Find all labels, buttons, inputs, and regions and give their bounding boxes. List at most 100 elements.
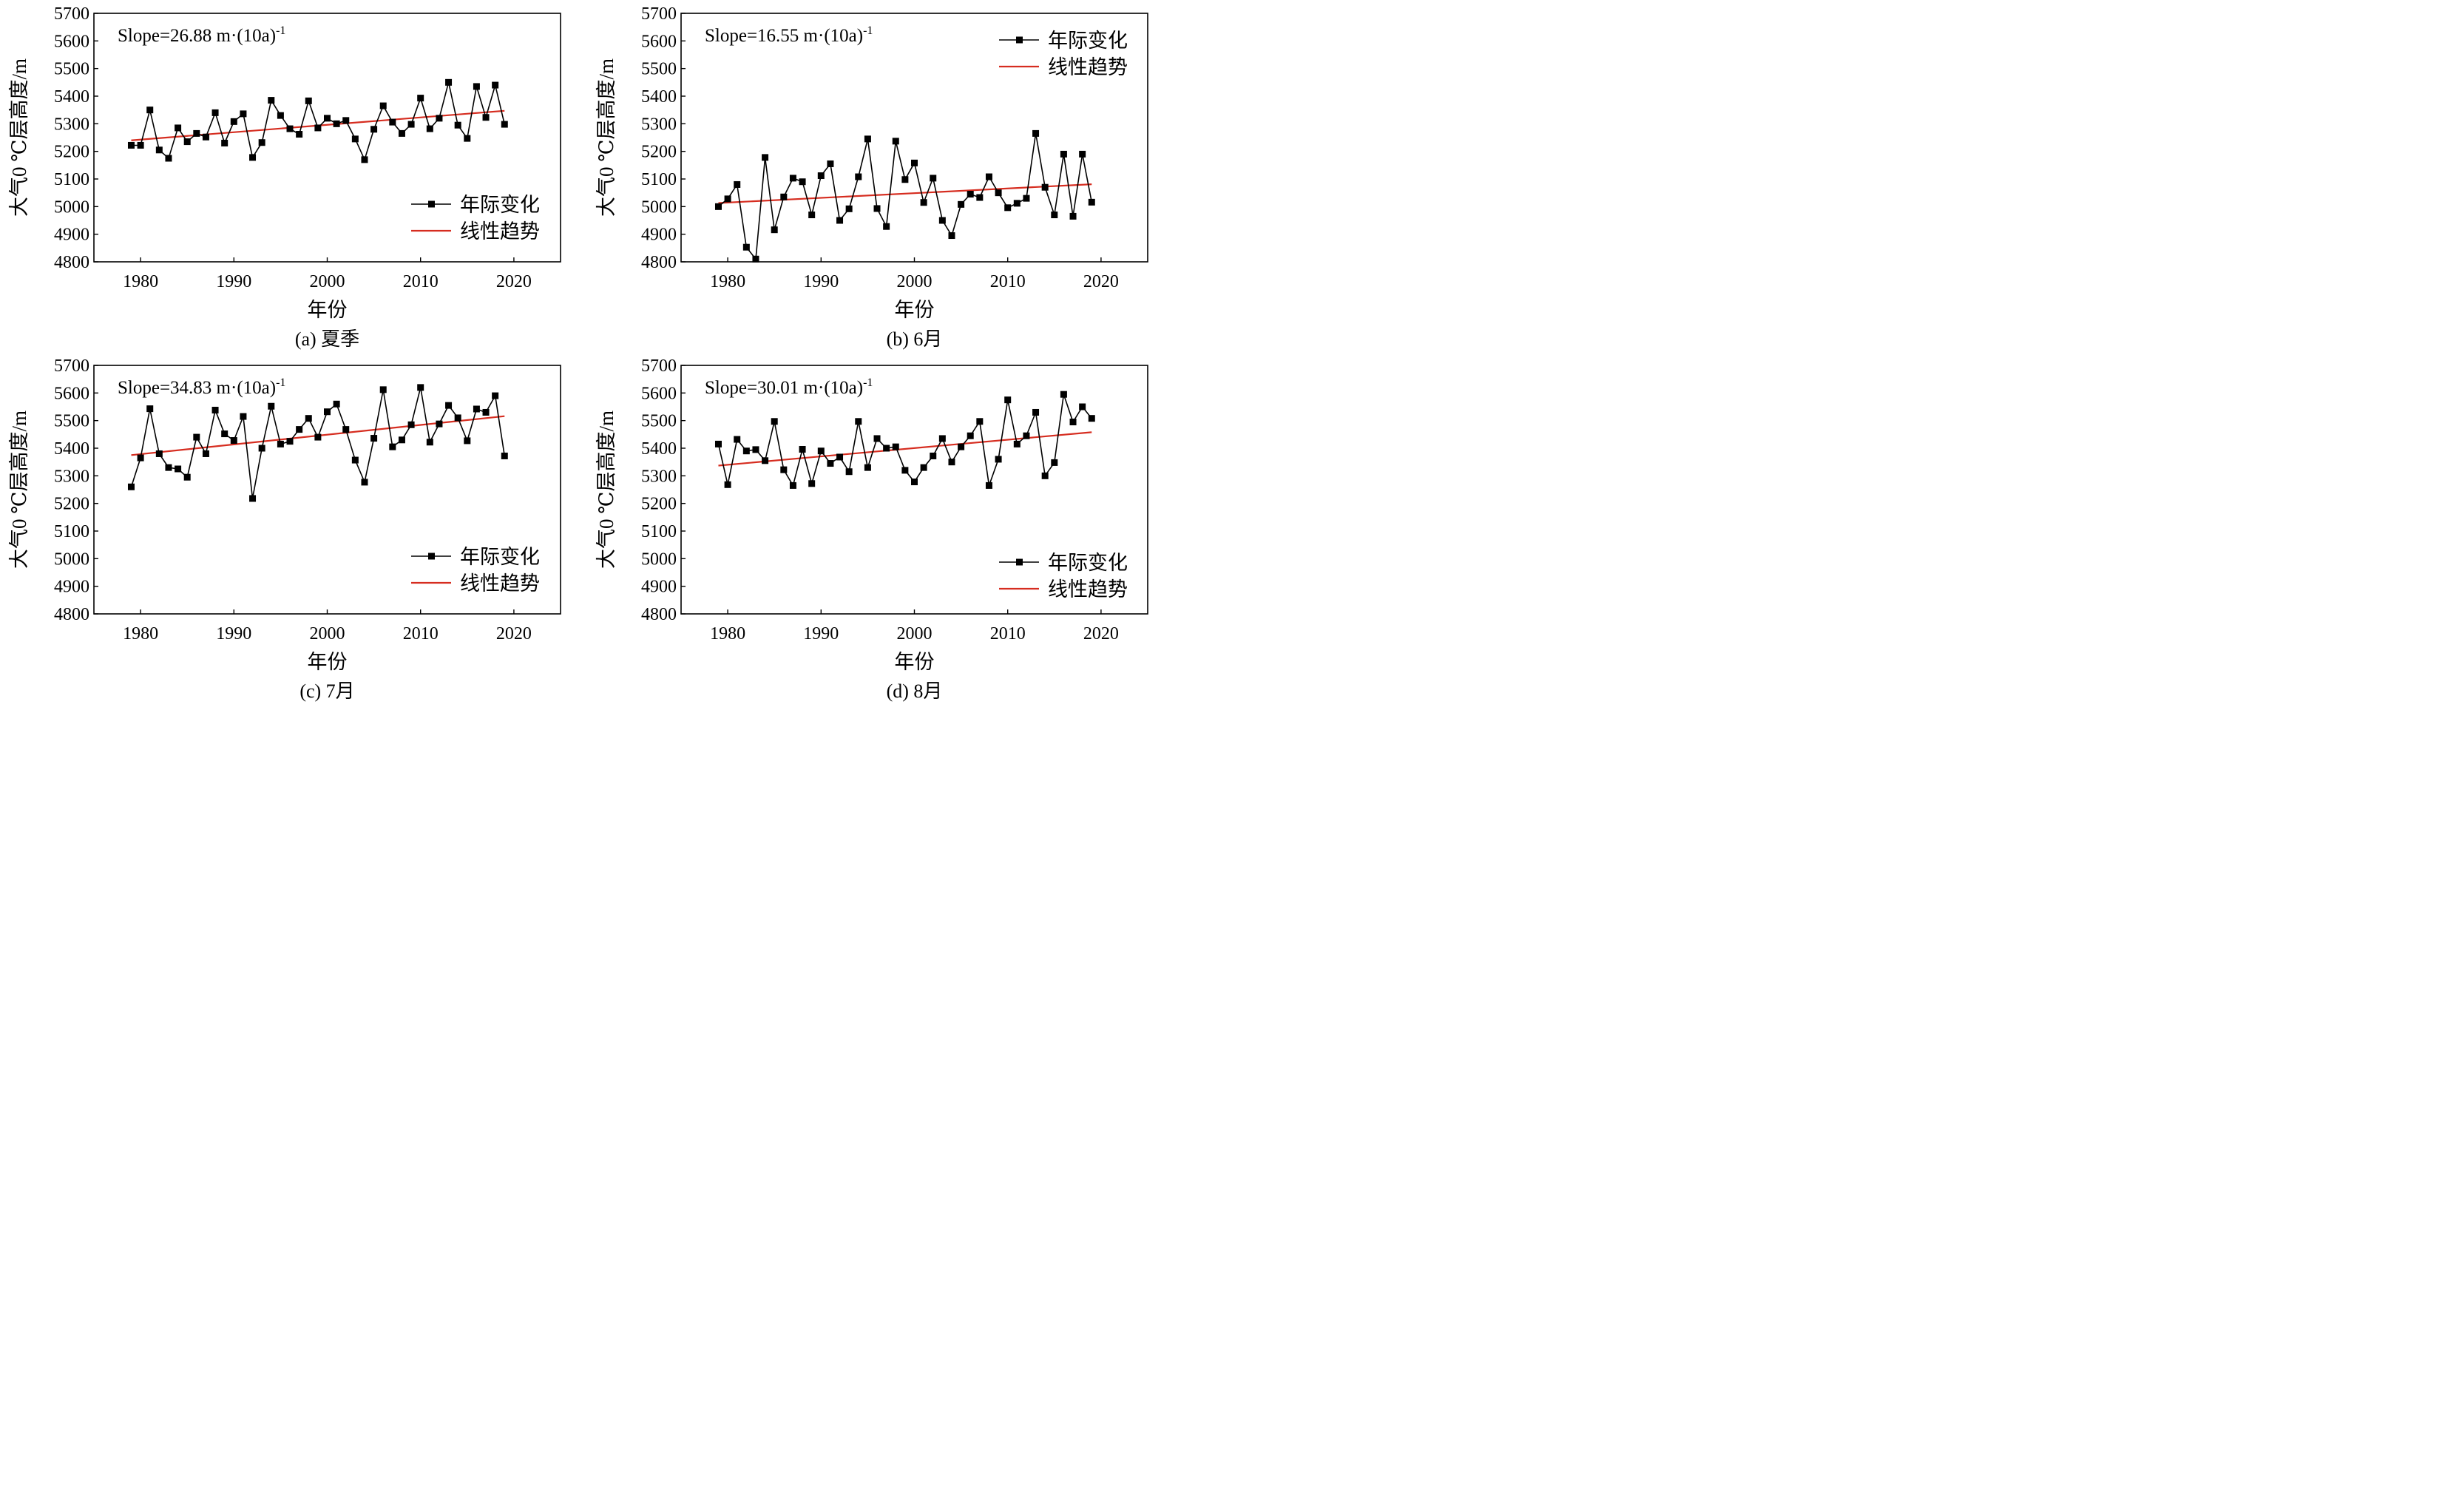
data-point (464, 437, 471, 445)
slope-annotation: Slope=16.55 m·(10a)-1 (705, 24, 873, 46)
data-point (1088, 198, 1095, 206)
data-point (268, 97, 275, 104)
data-point (193, 129, 200, 137)
panel-caption: (b) 6月 (887, 328, 943, 350)
data-point (1013, 440, 1021, 447)
x-tick-label: 2000 (897, 624, 933, 643)
panel-caption: (c) 7月 (299, 680, 354, 702)
data-point (165, 464, 172, 471)
data-point (202, 450, 209, 457)
legend-label-interannual: 年际变化 (1048, 30, 1128, 52)
legend-label-interannual: 年际变化 (460, 546, 540, 568)
data-point (370, 435, 378, 442)
data-point (277, 440, 284, 447)
data-point (985, 173, 992, 180)
y-tick-label: 5600 (54, 384, 89, 403)
y-tick-label: 5000 (54, 550, 89, 569)
y-tick-label: 4800 (641, 253, 677, 272)
trend-line (718, 431, 1092, 467)
data-point (305, 415, 312, 422)
slope-exponent: -1 (863, 24, 873, 37)
y-tick-label: 5100 (54, 170, 89, 189)
legend-label-interannual: 年际变化 (460, 194, 540, 216)
data-point (417, 95, 424, 102)
slope-text: Slope=30.01 m·(10a) (705, 378, 863, 398)
data-point (417, 384, 424, 391)
data-point (258, 139, 265, 146)
data-point (230, 118, 237, 125)
x-tick-label: 2000 (310, 624, 345, 643)
legend-label-trend: 线性趋势 (460, 220, 540, 243)
chart-panel-1: 4800 4900 5000 5100 5200 5300 5400 5500 5600 5700… (8, 4, 561, 350)
y-tick-label: 4800 (54, 253, 89, 272)
data-point (948, 232, 955, 240)
x-tick-label: 1990 (216, 624, 251, 643)
data-point (976, 194, 984, 201)
data-point (221, 139, 229, 146)
x-tick-label: 2020 (496, 272, 532, 291)
data-point (1079, 150, 1086, 158)
data-point (724, 481, 731, 488)
legend-label-interannual: 年际变化 (1048, 552, 1128, 574)
x-axis-label: 年份 (308, 299, 348, 321)
data-point (864, 464, 871, 471)
data-point (948, 459, 955, 466)
x-tick-label: 1980 (710, 272, 745, 291)
data-point (183, 138, 191, 146)
data-point (286, 438, 294, 445)
data-point (314, 124, 322, 132)
data-point (361, 479, 368, 486)
data-point (165, 155, 172, 162)
data-point (426, 439, 433, 446)
data-point (473, 83, 480, 90)
data-point (492, 392, 499, 399)
y-tick-label: 4900 (641, 226, 677, 245)
data-point (268, 402, 275, 410)
data-point (240, 110, 247, 118)
data-point (930, 175, 937, 182)
data-point (976, 418, 984, 425)
data-point (995, 189, 1002, 197)
x-tick-label: 2010 (990, 624, 1026, 643)
legend-label-trend: 线性趋势 (1048, 56, 1128, 78)
x-tick-label: 1990 (803, 272, 839, 291)
data-point (762, 457, 769, 464)
y-tick-label: 5100 (641, 522, 677, 541)
x-tick-label: 1980 (710, 624, 745, 643)
data-point (1023, 432, 1030, 439)
y-tick-label: 5600 (641, 384, 677, 403)
data-point (454, 121, 461, 129)
data-point (370, 126, 378, 133)
data-point (407, 121, 415, 128)
data-point (771, 226, 778, 234)
x-tick-label: 2020 (1083, 624, 1119, 643)
y-tick-label: 5600 (54, 32, 89, 51)
x-tick-label: 2000 (897, 272, 933, 291)
y-tick-label: 5300 (54, 467, 89, 486)
data-point (864, 135, 871, 143)
data-point (1060, 150, 1067, 158)
series-line (131, 82, 506, 162)
x-tick-label: 2010 (403, 624, 439, 643)
data-point (742, 447, 750, 455)
data-point (855, 173, 862, 180)
y-tick-label: 5300 (641, 467, 677, 486)
data-point (911, 159, 918, 166)
x-tick-label: 2020 (496, 624, 532, 643)
data-point (724, 195, 731, 203)
legend-marker (1016, 558, 1023, 566)
data-point (873, 435, 881, 442)
data-point (127, 141, 135, 149)
x-tick-label: 1990 (216, 272, 251, 291)
data-point (1079, 403, 1086, 410)
data-point (389, 443, 396, 450)
data-point (855, 418, 862, 425)
data-point (398, 129, 405, 137)
y-tick-label: 5700 (54, 356, 89, 376)
data-point (202, 133, 209, 141)
x-axis-label: 年份 (308, 651, 348, 673)
data-point (230, 437, 237, 445)
y-tick-label: 5700 (641, 4, 677, 24)
data-point (221, 430, 229, 438)
data-point (817, 172, 825, 180)
